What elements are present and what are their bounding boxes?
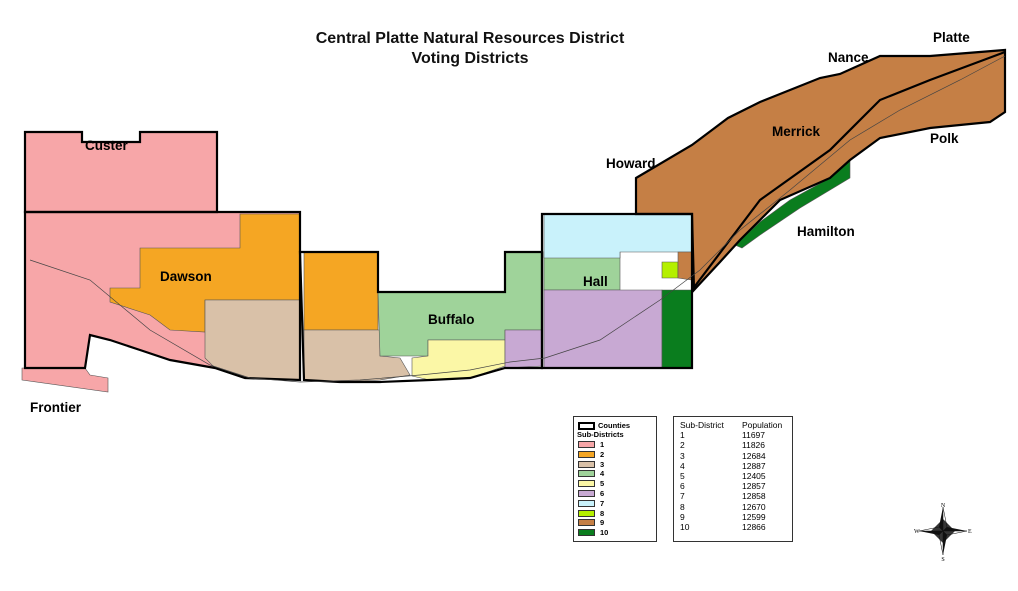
sub-district-cell: 8 (680, 501, 685, 512)
table-row: 10 12866 (680, 522, 782, 532)
sub-district-cell: 2 (680, 440, 685, 451)
sub-district-cell: 1 (680, 430, 685, 441)
legend-item: 9 (578, 518, 604, 527)
legend-swatch (578, 519, 595, 527)
legend-swatch (578, 441, 595, 448)
population-cell: 12858 (742, 491, 766, 502)
legend-item: 5 (578, 479, 604, 488)
sub-district-cell: 4 (680, 460, 685, 471)
map-title: Central Platte Natural Resources Distric… (315, 30, 625, 47)
legend-item: 4 (578, 469, 604, 478)
compass-n: N (941, 503, 946, 509)
legend-item-label: 2 (600, 449, 605, 459)
legend-item-label: 9 (600, 518, 605, 528)
county-label-merrick: Merrick (772, 124, 821, 139)
table-row: 7 12858 (680, 491, 782, 501)
legend-item: 2 (578, 450, 604, 459)
sub-district-cell: 7 (680, 491, 685, 502)
map-legend: Counties Sub-Districts 1 2 3 4 5 6 7 8 9 10 (573, 416, 657, 542)
sub-district-10-region (661, 159, 851, 369)
map-subtitle: Voting Districts (411, 50, 529, 67)
legend-item-label: 8 (600, 508, 605, 518)
sub-district-cell: 10 (680, 522, 690, 533)
legend-item-label: 6 (600, 489, 605, 498)
legend-swatch (578, 460, 595, 468)
legend-subdistricts-label: Sub-Districts (577, 430, 624, 439)
table-row: 3 12684 (680, 451, 782, 461)
county-label-hall: Hall (583, 274, 608, 289)
legend-item-label: 10 (600, 528, 609, 538)
legend-counties-row: Counties (578, 421, 630, 430)
county-label-frontier: Frontier (30, 400, 82, 415)
legend-counties-label: Counties (598, 421, 631, 430)
sub-district-cell: 9 (680, 511, 685, 522)
legend-item-label: 3 (600, 459, 605, 469)
population-cell: 12887 (742, 460, 766, 471)
population-table-header: Sub-District Population (680, 420, 782, 430)
population-cell: 12599 (742, 511, 766, 522)
legend-swatch (578, 509, 595, 517)
county-label-nance: Nance (828, 50, 869, 65)
compass-e: E (968, 529, 972, 535)
table-row: 6 12857 (680, 481, 782, 491)
legend-swatch (578, 499, 595, 507)
population-cell: 12857 (742, 481, 766, 492)
population-cell: 11697 (742, 430, 766, 441)
table-row: 5 12405 (680, 471, 782, 481)
table-row: 9 12599 (680, 512, 782, 522)
county-label-hamilton: Hamilton (797, 224, 855, 239)
legend-item: 10 (578, 528, 608, 537)
county-label-dawson: Dawson (160, 269, 212, 284)
county-label-howard: Howard (606, 156, 656, 171)
county-label-polk: Polk (930, 131, 959, 146)
sub-district-7-region (543, 213, 693, 259)
compass-s: S (941, 557, 944, 561)
compass-rose-icon: N S W E (914, 503, 972, 561)
legend-item: 6 (578, 489, 604, 498)
header-population: Population (742, 420, 783, 430)
river-line (29, 55, 1006, 383)
county-label-custer: Custer (85, 138, 129, 153)
sub-district-2-region (109, 213, 379, 333)
legend-swatch (578, 450, 595, 458)
population-cell: 12684 (742, 450, 766, 461)
county-label-platte: Platte (933, 30, 970, 45)
table-row: 8 12670 (680, 502, 782, 512)
legend-item: 3 (578, 460, 604, 469)
legend-item: 8 (578, 509, 604, 518)
legend-swatch (578, 470, 595, 478)
sub-district-cell: 5 (680, 471, 685, 482)
legend-swatch (578, 529, 595, 537)
compass-w: W (914, 529, 920, 535)
legend-item-label: 7 (600, 498, 605, 508)
legend-item: 1 (578, 440, 604, 449)
legend-swatch (578, 480, 595, 488)
header-sub-district: Sub-District (680, 420, 724, 430)
legend-swatch (578, 490, 595, 497)
sub-district-cell: 3 (680, 450, 685, 461)
legend-item: 7 (578, 499, 604, 508)
legend-item-label: 4 (600, 469, 605, 479)
sub-district-cell: 6 (680, 481, 685, 492)
table-row: 1 11697 (680, 430, 782, 440)
legend-county-swatch (578, 421, 595, 430)
legend-item-label: 5 (600, 479, 605, 489)
population-cell: 12866 (742, 522, 766, 533)
county-label-buffalo: Buffalo (428, 312, 475, 327)
legend-subdistricts-heading: Sub-Districts (577, 430, 624, 439)
table-row: 2 11826 (680, 440, 782, 450)
population-table: Sub-District Population 1 11697 2 11826 3 126… (673, 416, 793, 542)
population-cell: 12670 (742, 501, 766, 512)
legend-item-label: 1 (600, 440, 605, 449)
population-cell: 11826 (742, 440, 766, 451)
county-boundaries (23, 48, 1007, 384)
table-row: 4 12887 (680, 461, 782, 471)
sub-district-8-region (661, 261, 679, 279)
population-cell: 12405 (742, 471, 766, 482)
